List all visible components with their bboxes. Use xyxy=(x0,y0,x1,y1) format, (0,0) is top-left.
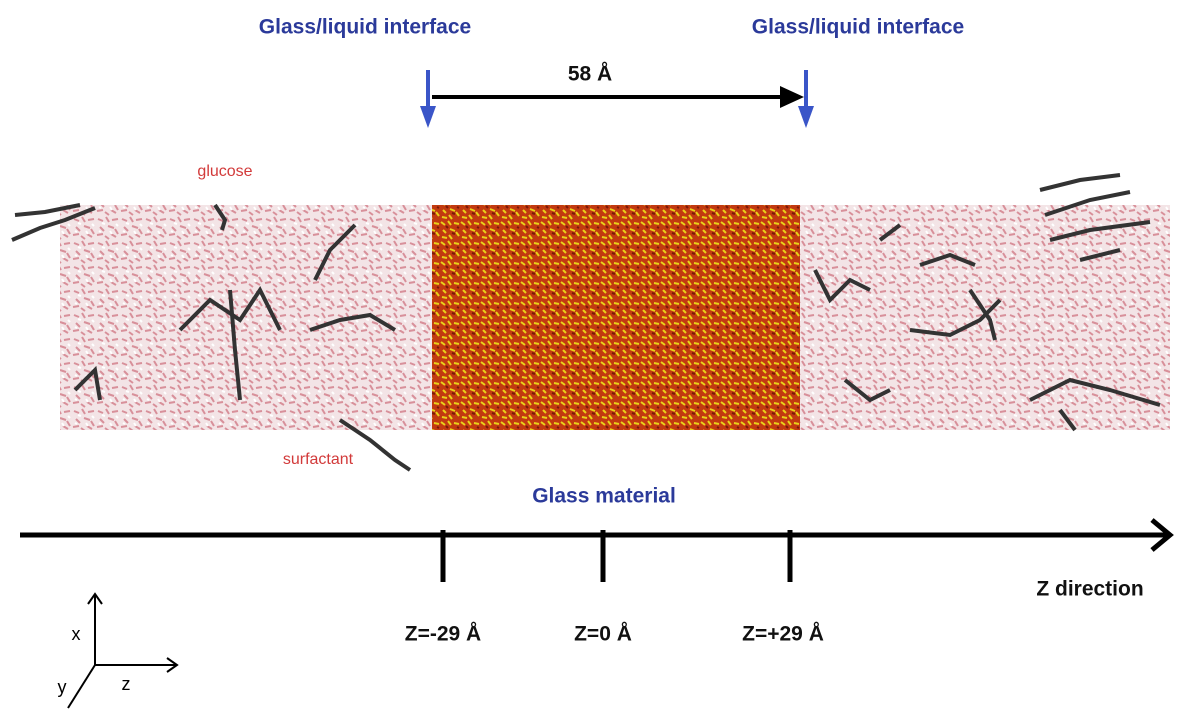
interface-label: Glass/liquid interface xyxy=(259,16,471,39)
interface-arrows xyxy=(420,70,814,128)
liquid-left xyxy=(60,205,432,430)
span-arrow xyxy=(432,86,804,108)
glass-slab xyxy=(432,205,800,430)
annotation: glucose xyxy=(197,163,252,180)
axis-y-label: y xyxy=(58,677,67,697)
molecules xyxy=(11,173,1161,472)
span-label: 58 Å xyxy=(568,62,612,86)
z-axis xyxy=(20,518,1174,582)
annotation: surfactant xyxy=(283,451,354,468)
axis-z-label: z xyxy=(122,674,131,694)
interface-label: Glass/liquid interface xyxy=(752,16,964,39)
z-tick-label: Z=+29 Å xyxy=(742,622,824,646)
z-tick-label: Z=-29 Å xyxy=(405,622,481,646)
region-label: Glass material xyxy=(532,485,676,508)
axis-x-label: x xyxy=(72,624,81,644)
coordinate-axes xyxy=(67,592,179,709)
z-axis-label: Z direction xyxy=(1036,578,1143,601)
z-tick-label: Z=0 Å xyxy=(574,622,632,646)
